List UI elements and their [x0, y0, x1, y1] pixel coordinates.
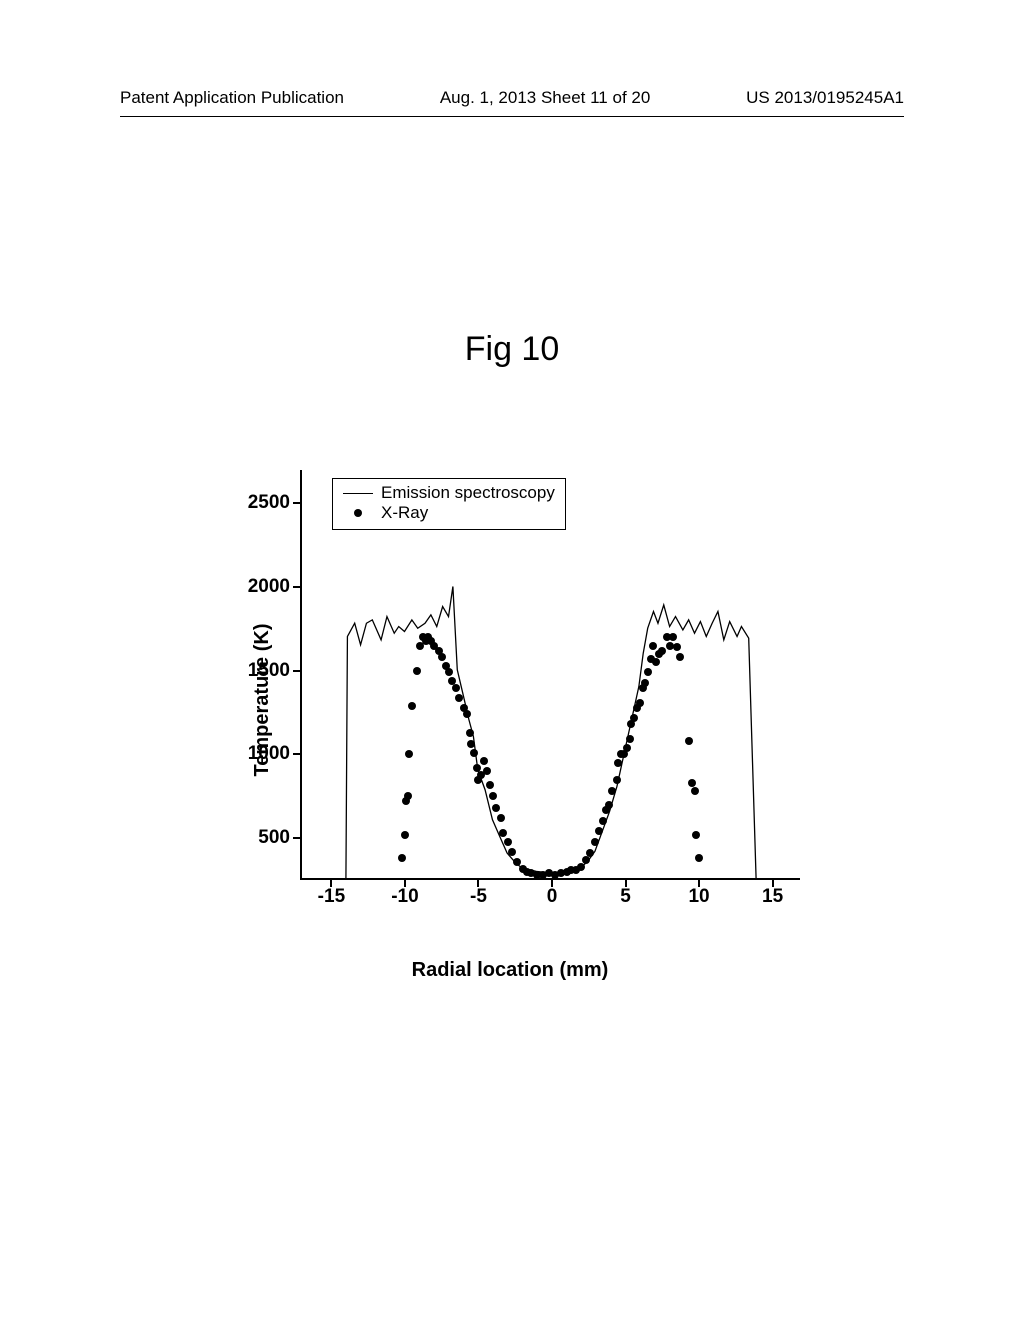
x-tick-label: 5 — [620, 886, 631, 908]
scatter-point — [644, 668, 652, 676]
y-tick-mark — [293, 837, 302, 839]
scatter-point — [608, 787, 616, 795]
x-tick-mark — [625, 878, 627, 887]
scatter-point — [463, 710, 471, 718]
scatter-point — [614, 759, 622, 767]
x-tick-mark — [330, 878, 332, 887]
y-tick-label: 2500 — [232, 492, 290, 514]
x-tick-mark — [772, 878, 774, 887]
y-tick-label: 500 — [232, 827, 290, 849]
scatter-point — [676, 653, 684, 661]
x-tick-label: -5 — [470, 886, 487, 908]
x-tick-label: 10 — [688, 886, 709, 908]
scatter-point — [408, 702, 416, 710]
y-tick-label: 2000 — [232, 576, 290, 598]
y-tick-mark — [293, 670, 302, 672]
scatter-point — [586, 849, 594, 857]
x-tick-label: -15 — [318, 886, 345, 908]
x-tick-label: 15 — [762, 886, 783, 908]
header-rule — [120, 116, 904, 117]
scatter-point — [599, 817, 607, 825]
scatter-point — [404, 792, 412, 800]
scatter-point — [401, 831, 409, 839]
legend: Emission spectroscopy X-Ray — [332, 478, 566, 530]
header-left: Patent Application Publication — [120, 88, 344, 108]
scatter-point — [595, 827, 603, 835]
y-tick-mark — [293, 753, 302, 755]
y-tick-label: 1000 — [232, 743, 290, 765]
scatter-point — [605, 801, 613, 809]
scatter-point — [636, 699, 644, 707]
chart: Temperature (K) Emission spectroscopy X-… — [210, 470, 810, 930]
scatter-point — [497, 814, 505, 822]
scatter-point — [489, 792, 497, 800]
scatter-point — [438, 653, 446, 661]
scatter-point — [623, 744, 631, 752]
scatter-point — [492, 804, 500, 812]
dot-icon — [354, 509, 362, 517]
scatter-point — [591, 838, 599, 846]
header-center: Aug. 1, 2013 Sheet 11 of 20 — [440, 88, 650, 108]
scatter-point — [652, 658, 660, 666]
legend-label-emission: Emission spectroscopy — [381, 483, 555, 503]
scatter-point — [452, 684, 460, 692]
scatter-point — [688, 779, 696, 787]
scatter-point — [504, 838, 512, 846]
scatter-point — [641, 679, 649, 687]
scatter-point — [695, 854, 703, 862]
plot-area: Emission spectroscopy X-Ray 500100015002… — [300, 470, 800, 880]
scatter-point — [673, 643, 681, 651]
scatter-point — [467, 740, 475, 748]
y-tick-label: 1500 — [232, 660, 290, 682]
scatter-point — [513, 858, 521, 866]
x-tick-mark — [404, 878, 406, 887]
y-tick-mark — [293, 586, 302, 588]
header-right: US 2013/0195245A1 — [746, 88, 904, 108]
legend-label-xray: X-Ray — [381, 503, 428, 523]
scatter-point — [685, 737, 693, 745]
scatter-point — [470, 749, 478, 757]
x-tick-label: -10 — [391, 886, 418, 908]
x-tick-label: 0 — [547, 886, 558, 908]
scatter-point — [398, 854, 406, 862]
scatter-point — [480, 757, 488, 765]
emission-line — [302, 470, 800, 878]
x-tick-mark — [698, 878, 700, 887]
line-icon — [343, 493, 373, 494]
scatter-point — [649, 642, 657, 650]
y-tick-mark — [293, 502, 302, 504]
legend-item-emission: Emission spectroscopy — [343, 483, 555, 503]
scatter-point — [626, 735, 634, 743]
scatter-point — [692, 831, 700, 839]
scatter-point — [691, 787, 699, 795]
legend-item-xray: X-Ray — [343, 503, 555, 523]
figure-title: Fig 10 — [0, 330, 1024, 369]
x-tick-mark — [551, 878, 553, 887]
scatter-point — [466, 729, 474, 737]
scatter-point — [405, 750, 413, 758]
scatter-point — [413, 667, 421, 675]
scatter-point — [658, 647, 666, 655]
scatter-point — [486, 781, 494, 789]
scatter-point — [445, 668, 453, 676]
scatter-point — [455, 694, 463, 702]
scatter-point — [483, 767, 491, 775]
x-axis-label: Radial location (mm) — [412, 959, 609, 982]
x-tick-mark — [477, 878, 479, 887]
scatter-point — [613, 776, 621, 784]
scatter-point — [508, 848, 516, 856]
scatter-point — [630, 714, 638, 722]
scatter-point — [669, 633, 677, 641]
scatter-point — [499, 829, 507, 837]
